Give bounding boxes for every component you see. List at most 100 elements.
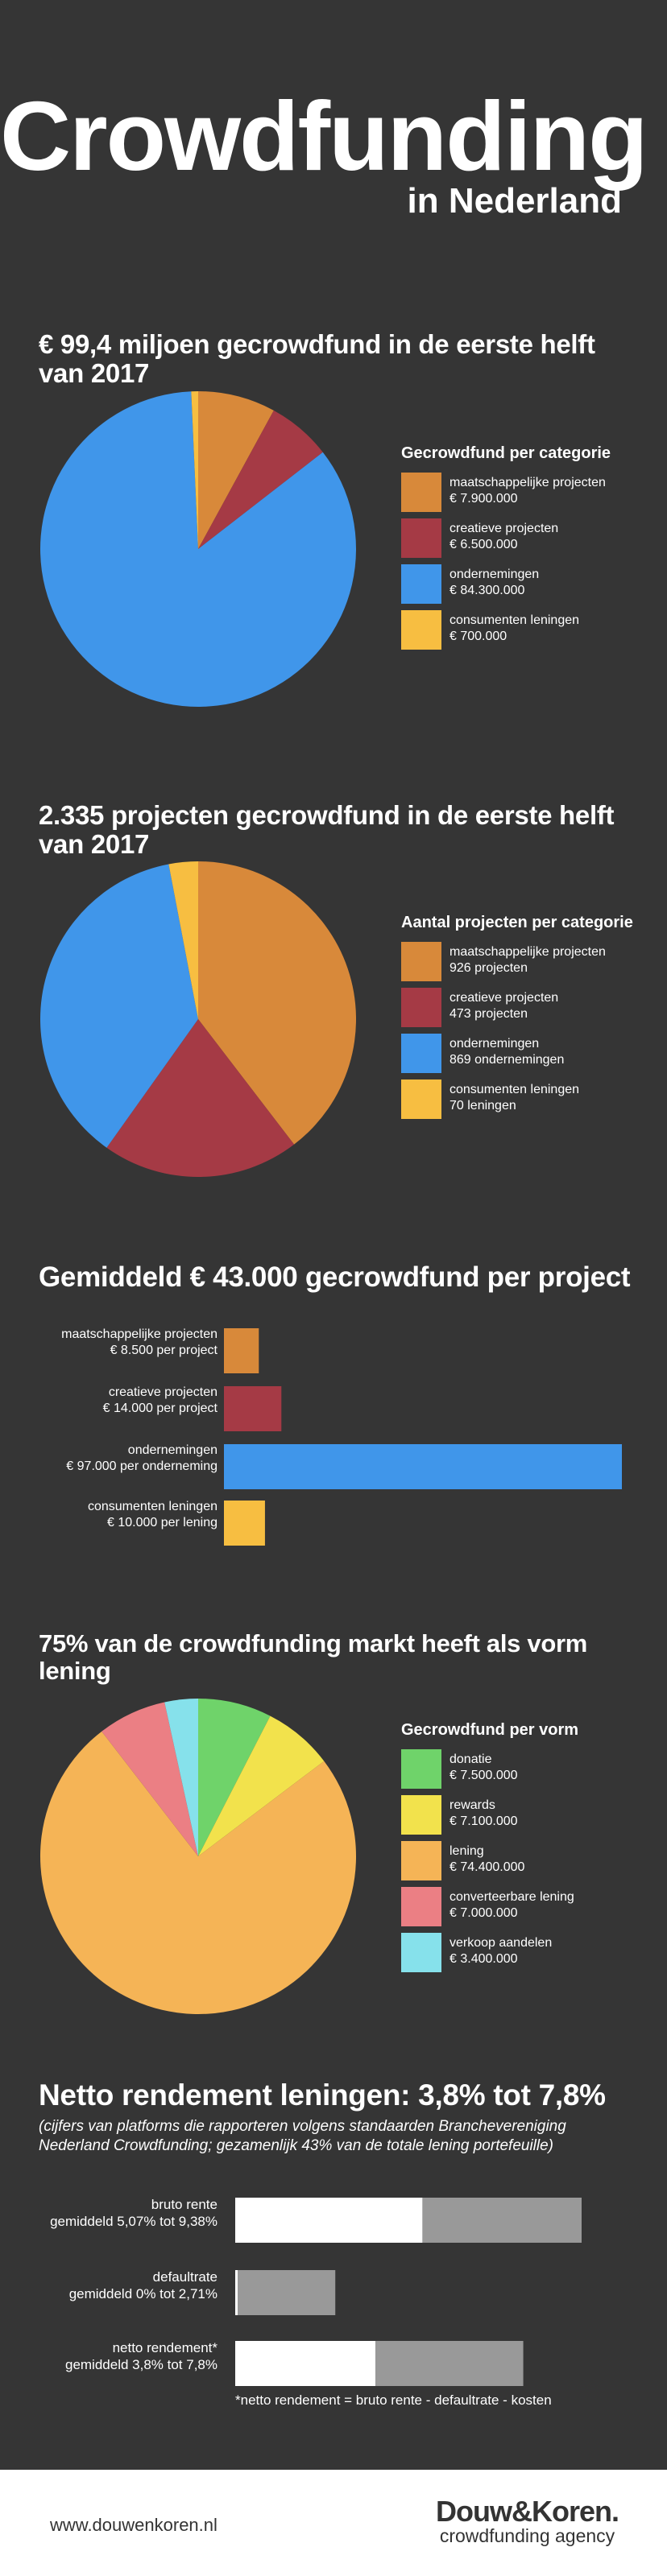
legend-label: consumenten leningen xyxy=(450,613,580,627)
legend-value: € 7.000.000 xyxy=(450,1906,518,1920)
range-bar-high-2 xyxy=(238,2270,336,2315)
pie-slice-4 xyxy=(102,1702,198,1856)
legend-item-creatief: creatieve projecten 473 projecten xyxy=(401,988,651,1027)
legend-swatch xyxy=(401,1080,441,1119)
pie-chart-per-form xyxy=(40,1699,356,2014)
legend-value: 869 ondernemingen xyxy=(450,1053,565,1067)
pie-chart-projects-per-category xyxy=(40,861,356,1177)
legend-item-ondernemingen: ondernemingen € 84.300.000 xyxy=(401,564,651,604)
legend-label: creatieve projecten xyxy=(450,522,559,535)
row-range: gemiddeld 0% tot 2,71% xyxy=(68,2286,218,2301)
bar-label-ondernemingen: ondernemingen € 97.000 per onderneming xyxy=(16,1443,218,1475)
chart-5-footnote: *netto rendement = bruto rente - default… xyxy=(235,2392,552,2408)
chart-5-title: Netto rendement leningen: 3,8% tot 7,8% xyxy=(39,2079,606,2112)
legend-item-rewards: rewards € 7.100.000 xyxy=(401,1795,651,1835)
row-label: bruto rente xyxy=(151,2197,218,2212)
bar-value: € 97.000 per onderneming xyxy=(66,1459,218,1473)
legend-label: rewards xyxy=(450,1798,495,1812)
pie-slice-4 xyxy=(168,861,198,1019)
legend-item-donatie: donatie € 7.500.000 xyxy=(401,1749,651,1789)
pie-slice-2 xyxy=(198,1715,325,1856)
row-range: gemiddeld 3,8% tot 7,8% xyxy=(64,2357,218,2372)
legend-item-creatief: creatieve projecten € 6.500.000 xyxy=(401,518,651,558)
bar-label-creatief: creatieve projecten € 14.000 per project xyxy=(16,1385,218,1417)
legend-swatch xyxy=(401,988,441,1027)
bar-2 xyxy=(224,1386,282,1431)
legend-item-consumenten: consumenten leningen € 700.000 xyxy=(401,610,651,650)
bar-3 xyxy=(224,1444,622,1489)
pie-slice-3 xyxy=(39,391,357,707)
legend-label: consumenten leningen xyxy=(450,1083,580,1096)
pie-slice-5 xyxy=(164,1699,198,1856)
bar-4 xyxy=(224,1501,265,1546)
bar-category: consumenten leningen xyxy=(87,1500,218,1513)
legend-label: converteerbare lening xyxy=(450,1890,574,1904)
legend-swatch xyxy=(401,1887,441,1926)
chart-3-title: Gemiddeld € 43.000 gecrowdfund per proje… xyxy=(39,1261,631,1293)
legend-value: € 7.900.000 xyxy=(450,492,518,506)
legend-item-ondernemingen: ondernemingen 869 ondernemingen xyxy=(401,1034,651,1073)
legend-value: € 7.100.000 xyxy=(450,1814,518,1828)
pie-slice-3 xyxy=(40,1731,356,2014)
row-range: gemiddeld 5,07% tot 9,38% xyxy=(50,2214,218,2229)
legend-swatch xyxy=(401,473,441,512)
legend-label: verkoop aandelen xyxy=(450,1936,553,1950)
row-label: netto rendement* xyxy=(112,2340,218,2355)
pie-slice-4 xyxy=(191,391,198,549)
rendement-label-netto: netto rendement* gemiddeld 3,8% tot 7,8% xyxy=(16,2339,218,2373)
legend-value: € 7.500.000 xyxy=(450,1769,518,1782)
legend-item-converteerbaar: converteerbare lening € 7.000.000 xyxy=(401,1887,651,1926)
bar-category: creatieve projecten xyxy=(108,1385,218,1399)
pie-slice-1 xyxy=(198,861,356,1145)
legend-label: ondernemingen xyxy=(450,1037,540,1051)
legend-title: Aantal projecten per categorie xyxy=(401,914,633,931)
pie-slice-1 xyxy=(198,391,274,549)
range-bar-chart-rendement xyxy=(235,2198,582,2386)
legend-value: € 84.300.000 xyxy=(450,584,525,597)
rendement-label-bruto: bruto rente gemiddeld 5,07% tot 9,38% xyxy=(16,2196,218,2230)
pie-chart-amount-per-category xyxy=(39,391,357,707)
legend-item-verkoop: verkoop aandelen € 3.400.000 xyxy=(401,1933,651,1972)
pie-slice-2 xyxy=(198,410,323,549)
brand-logo: Douw&Koren. crowdfunding agency xyxy=(436,2497,619,2546)
legend-swatch xyxy=(401,1795,441,1835)
legend-swatch xyxy=(401,1749,441,1789)
legend-swatch xyxy=(401,564,441,604)
legend-projects-per-category: Aantal projecten per categorie maatschap… xyxy=(401,914,651,1125)
legend-swatch xyxy=(401,1933,441,1972)
website-link[interactable]: www.douwenkoren.nl xyxy=(50,2515,218,2535)
page-title: Crowdfunding xyxy=(0,81,648,191)
bar-value: € 8.500 per project xyxy=(110,1344,218,1357)
legend-label: maatschappelijke projecten xyxy=(450,945,606,959)
legend-per-form: Gecrowdfund per vorm donatie € 7.500.000 … xyxy=(401,1721,651,1979)
bar-label-consumenten: consumenten leningen € 10.000 per lening xyxy=(16,1499,218,1531)
legend-value: € 74.400.000 xyxy=(450,1860,525,1874)
range-bar-low-3 xyxy=(235,2341,376,2386)
bar-category: maatschappelijke projecten xyxy=(61,1327,218,1341)
range-bar-low-1 xyxy=(235,2198,423,2243)
pie-slice-1 xyxy=(198,1699,271,1856)
legend-value: 473 projecten xyxy=(450,1007,528,1021)
legend-item-lening: lening € 74.400.000 xyxy=(401,1841,651,1880)
legend-label: creatieve projecten xyxy=(450,991,559,1005)
chart-4-title: 75% van de crowdfunding markt heeft als … xyxy=(39,1629,588,1686)
range-bar-high-3 xyxy=(375,2341,524,2386)
legend-title: Gecrowdfund per vorm xyxy=(401,1721,579,1739)
page-subtitle: in Nederland xyxy=(407,181,623,221)
pie-slice-3 xyxy=(40,864,199,1148)
range-bar-low-2 xyxy=(235,2270,238,2315)
row-label: defaultrate xyxy=(152,2269,218,2285)
range-bar-high-1 xyxy=(422,2198,582,2243)
bar-value: € 10.000 per lening xyxy=(107,1516,218,1530)
legend-title: Gecrowdfund per categorie xyxy=(401,444,611,462)
legend-swatch xyxy=(401,610,441,650)
brand-tagline: crowdfunding agency xyxy=(439,2525,615,2546)
legend-swatch xyxy=(401,1034,441,1073)
brand-name: Douw&Koren. xyxy=(436,2495,619,2528)
legend-value: 926 projecten xyxy=(450,961,528,975)
legend-swatch xyxy=(401,942,441,981)
legend-swatch xyxy=(401,518,441,558)
pie-slice-2 xyxy=(106,1019,295,1177)
legend-item-maatschappelijk: maatschappelijke projecten 926 projecten xyxy=(401,942,651,981)
legend-label: donatie xyxy=(450,1752,492,1766)
